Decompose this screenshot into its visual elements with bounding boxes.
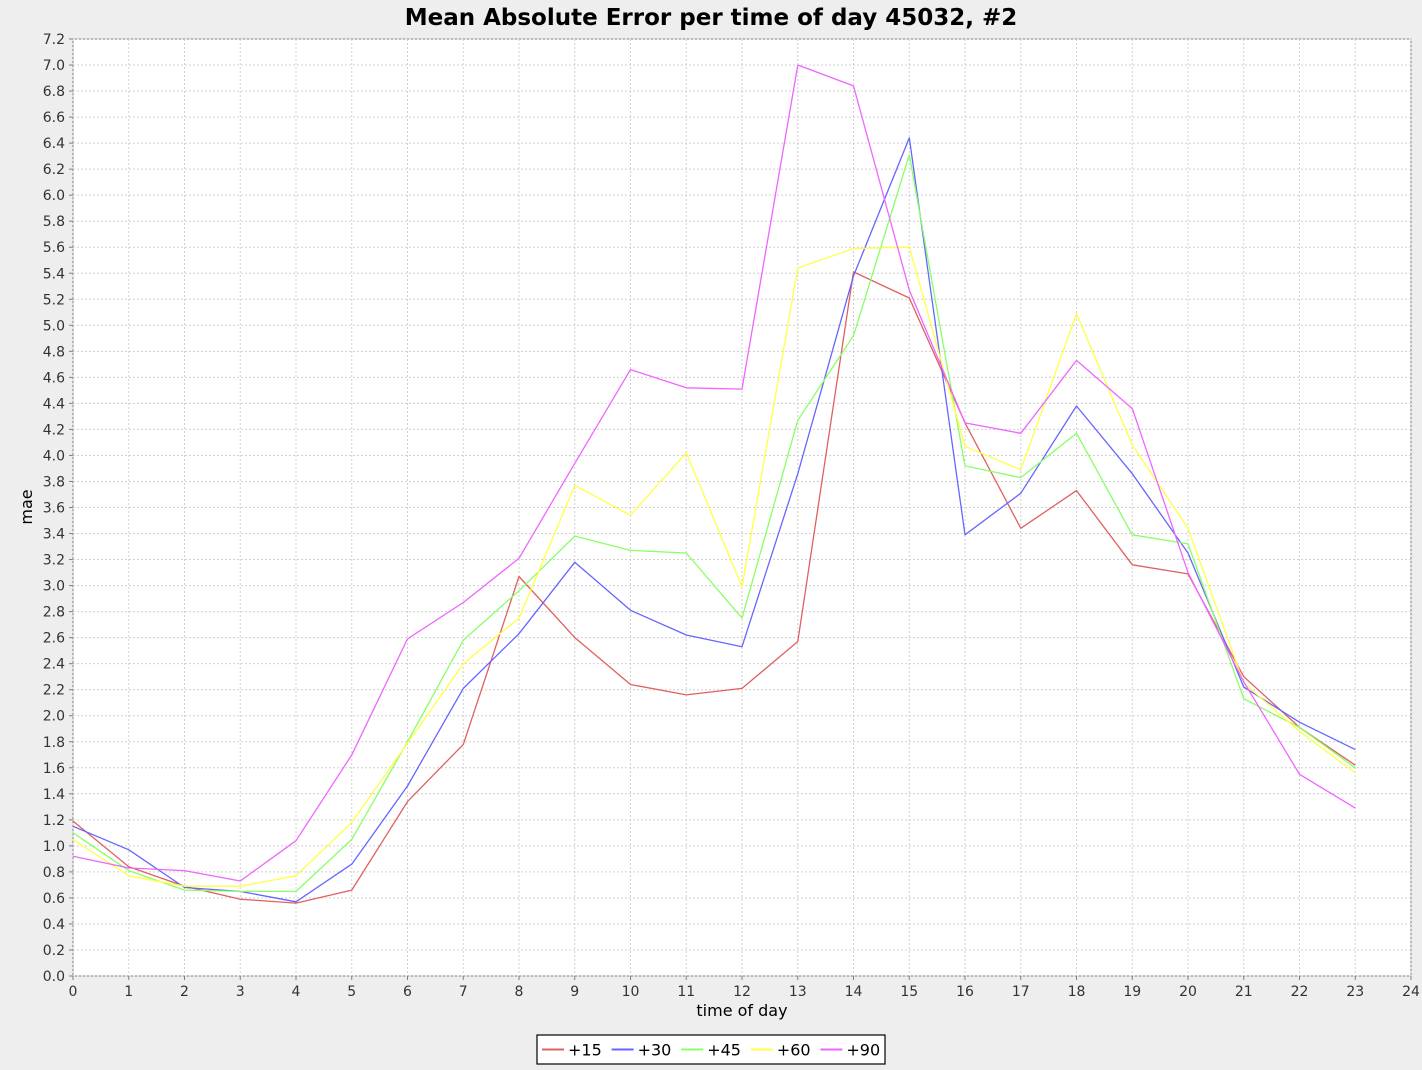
y-tick-label: 2.4 — [43, 657, 65, 673]
x-tick-label: 9 — [570, 984, 579, 1000]
y-tick-label: 3.8 — [43, 474, 65, 490]
x-tick-label: 5 — [347, 984, 356, 1000]
y-tick-label: 3.2 — [43, 553, 65, 569]
x-tick-label: 14 — [845, 984, 863, 1000]
x-tick-label: 16 — [956, 984, 974, 1000]
y-tick-label: 4.0 — [43, 448, 65, 464]
x-tick-label: 22 — [1291, 984, 1309, 1000]
series-line-plus90 — [72, 64, 1356, 882]
x-tick-label: 7 — [459, 984, 468, 1000]
y-tick-label: 0.8 — [43, 865, 65, 881]
legend-label: +90 — [846, 1041, 880, 1060]
y-tick-label: 5.8 — [43, 214, 65, 230]
y-tick-label: 2.0 — [43, 709, 65, 725]
x-tick-label: 8 — [515, 984, 524, 1000]
y-tick-label: 5.6 — [43, 240, 65, 256]
y-tick-label: 4.2 — [43, 422, 65, 438]
x-tick-label: 10 — [622, 984, 640, 1000]
x-tick-label: 0 — [69, 984, 78, 1000]
x-axis-label: time of day — [696, 1001, 787, 1020]
y-tick-label: 3.4 — [43, 527, 65, 543]
x-tick-label: 6 — [403, 984, 412, 1000]
y-tick-label: 0.6 — [43, 891, 65, 907]
y-tick-label: 0.0 — [43, 969, 65, 985]
x-tick-label: 24 — [1402, 984, 1420, 1000]
x-tick-label: 4 — [292, 984, 301, 1000]
y-tick-label: 2.2 — [43, 683, 65, 699]
y-tick-label: 1.0 — [43, 839, 65, 855]
y-tick-label: 1.4 — [43, 787, 65, 803]
y-tick-label: 6.8 — [43, 84, 65, 100]
x-tick-label: 19 — [1123, 984, 1141, 1000]
series-line-plus30 — [72, 137, 1356, 903]
y-tick-label: 5.2 — [43, 292, 65, 308]
y-tick-label: 7.0 — [43, 58, 65, 74]
y-tick-label: 1.8 — [43, 735, 65, 751]
legend-label: +30 — [638, 1041, 672, 1060]
y-tick-label: 2.6 — [43, 631, 65, 647]
y-tick-label: 3.6 — [43, 501, 65, 517]
y-tick-label: 6.2 — [43, 162, 65, 178]
x-tick-label: 3 — [236, 984, 245, 1000]
y-tick-label: 4.4 — [43, 396, 65, 412]
y-axis-label: mae — [17, 489, 36, 524]
x-tick-label: 23 — [1346, 984, 1364, 1000]
y-tick-label: 0.2 — [43, 943, 65, 959]
series-line-plus60 — [72, 246, 1356, 887]
y-tick-label: 6.0 — [43, 188, 65, 204]
y-tick-label: 7.2 — [43, 32, 65, 48]
legend-label: +60 — [777, 1041, 811, 1060]
y-tick-label: 0.4 — [43, 917, 65, 933]
series-layer — [72, 64, 1356, 904]
series-line-plus45 — [72, 154, 1356, 893]
legend-label: +15 — [568, 1041, 602, 1060]
legend-label: +45 — [707, 1041, 741, 1060]
y-tick-label: 5.0 — [43, 318, 65, 334]
series-line-plus15 — [72, 271, 1356, 904]
legend: +15 +30 +45 +60 +90 — [536, 1034, 886, 1065]
y-tick-label: 3.0 — [43, 579, 65, 595]
y-tick-label: 6.4 — [43, 136, 65, 152]
x-tick-label: 18 — [1068, 984, 1086, 1000]
x-tick-label: 12 — [733, 984, 751, 1000]
x-tick-label: 1 — [124, 984, 133, 1000]
y-tick-label: 1.2 — [43, 813, 65, 829]
y-tick-label: 1.6 — [43, 761, 65, 777]
y-tick-label: 2.8 — [43, 605, 65, 621]
x-tick-label: 2 — [180, 984, 189, 1000]
chart-title: Mean Absolute Error per time of day 4503… — [405, 5, 1018, 31]
y-tick-label: 4.8 — [43, 344, 65, 360]
y-tick-label: 5.4 — [43, 266, 65, 282]
y-tick-label: 4.6 — [43, 370, 65, 386]
x-tick-label: 11 — [677, 984, 695, 1000]
y-tick-label: 6.6 — [43, 110, 65, 126]
x-tick-label: 21 — [1235, 984, 1253, 1000]
axes: 0.0 0.2 0.4 0.6 0.8 1.0 1.2 1.4 1.6 1.8 2.0 2.2 2.4 2… — [43, 32, 1420, 1000]
x-tick-label: 15 — [900, 984, 918, 1000]
x-tick-label: 17 — [1012, 984, 1030, 1000]
x-tick-label: 13 — [789, 984, 807, 1000]
x-tick-label: 20 — [1179, 984, 1197, 1000]
